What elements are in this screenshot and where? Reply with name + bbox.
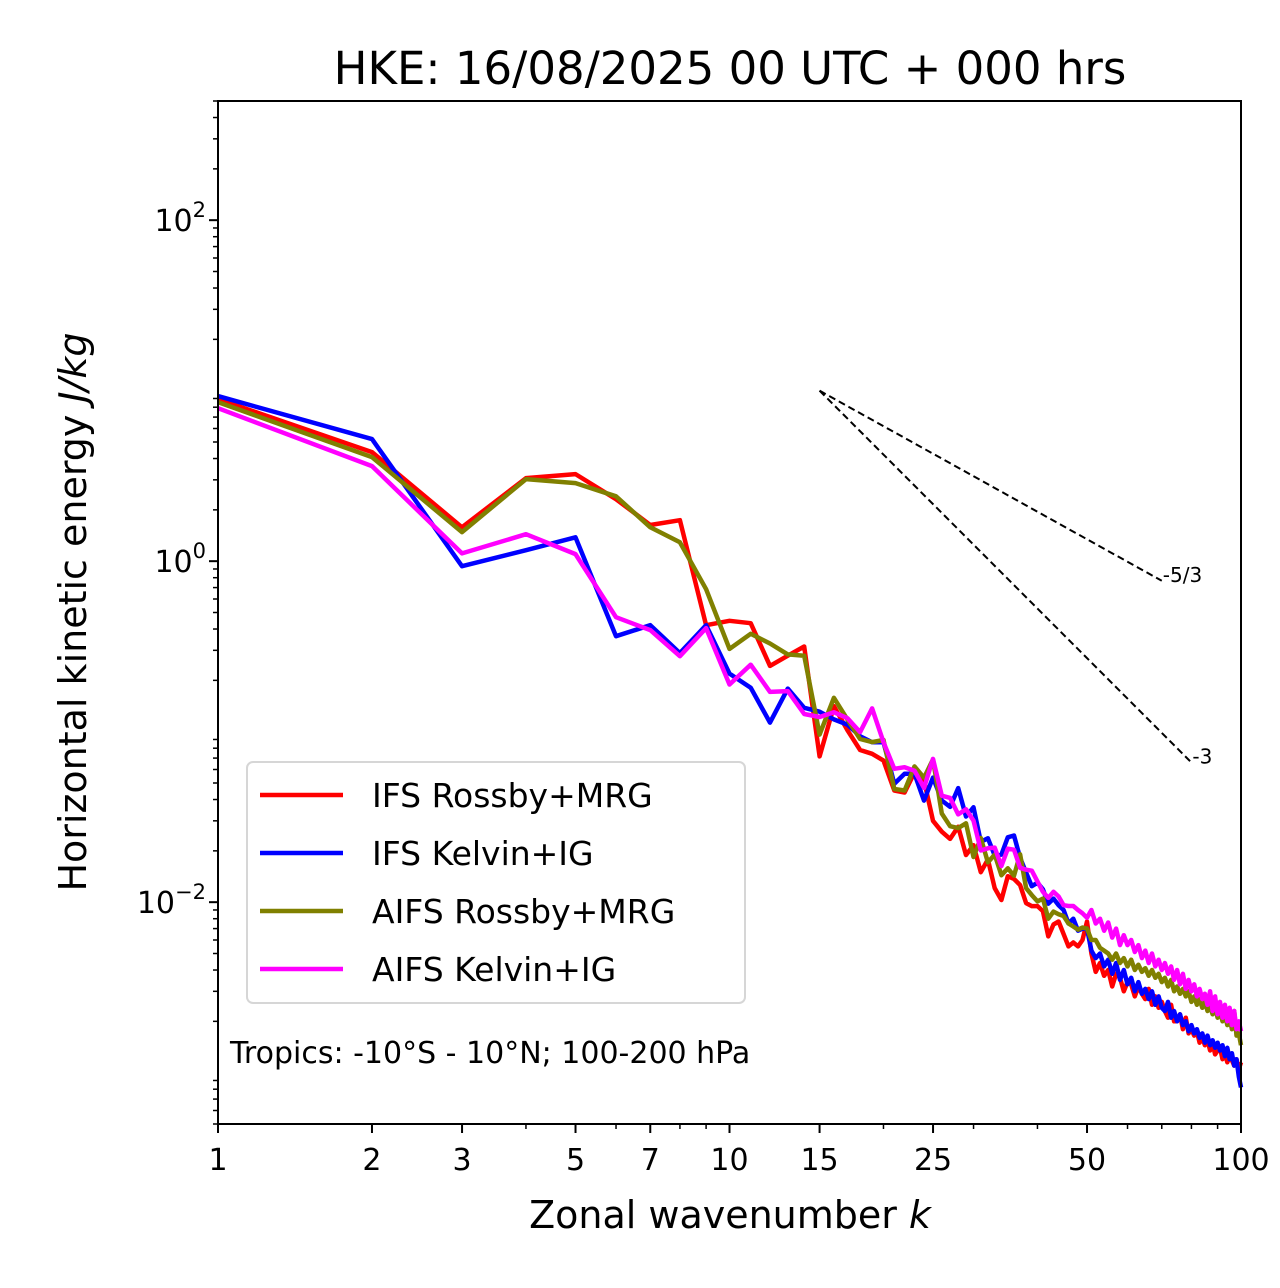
reference-slope-label: -5/3 xyxy=(1163,563,1202,587)
x-axis-label: Zonal wavenumber k xyxy=(529,1193,933,1237)
x-tick-label: 10 xyxy=(710,1143,748,1178)
x-tick-label: 5 xyxy=(566,1143,585,1178)
legend-label: IFS Kelvin+IG xyxy=(372,834,594,873)
region-annotation: Tropics: -10°S - 10°N; 100-200 hPa xyxy=(229,1036,750,1071)
y-tick-label: 100 xyxy=(154,539,206,580)
y-axis-label-text: Horizontal kinetic energy xyxy=(51,415,95,892)
legend-label: AIFS Rossby+MRG xyxy=(372,892,675,931)
series-line-aifs-kelvin-ig xyxy=(217,406,1244,1032)
x-axis-ticks: 1 2 3 5 7 10 15 25 50 100 xyxy=(208,1124,1270,1178)
x-tick-label: 1 xyxy=(208,1143,227,1178)
legend-label: IFS Rossby+MRG xyxy=(372,776,653,815)
y-axis-label: Horizontal kinetic energy J/kg xyxy=(51,332,95,891)
series-layer xyxy=(217,393,1244,1088)
x-tick-label: 15 xyxy=(800,1143,838,1178)
y-axis-ticks: 102 100 10−2 xyxy=(137,100,218,1125)
y-axis-label-unit: J/kg xyxy=(51,332,95,409)
y-tick-label: 10−2 xyxy=(137,880,206,921)
legend-label: AIFS Kelvin+IG xyxy=(372,950,616,989)
x-tick-label: 25 xyxy=(914,1143,952,1178)
legend: IFS Rossby+MRG IFS Kelvin+IG AIFS Rossby+M… xyxy=(246,761,746,1004)
x-tick-label: 3 xyxy=(453,1143,472,1178)
y-tick-label: 102 xyxy=(154,198,206,239)
series-line-aifs-rossby-mrg xyxy=(217,399,1244,1046)
legend-box xyxy=(246,761,746,1004)
x-tick-label: 7 xyxy=(641,1143,660,1178)
x-tick-label: 50 xyxy=(1068,1143,1106,1178)
chart-title: HKE: 16/08/2025 00 UTC + 000 hrs xyxy=(334,42,1127,95)
legend-items: IFS Rossby+MRG IFS Kelvin+IG AIFS Rossby+M… xyxy=(260,776,675,989)
x-axis-label-text: Zonal wavenumber xyxy=(529,1193,897,1237)
reference-slope-label: -3 xyxy=(1192,745,1212,769)
x-tick-label: 2 xyxy=(362,1143,381,1178)
x-tick-label: 100 xyxy=(1212,1143,1269,1178)
x-axis-label-symbol: k xyxy=(909,1193,933,1237)
reference-lines: -5/3 -3 xyxy=(818,389,1212,769)
